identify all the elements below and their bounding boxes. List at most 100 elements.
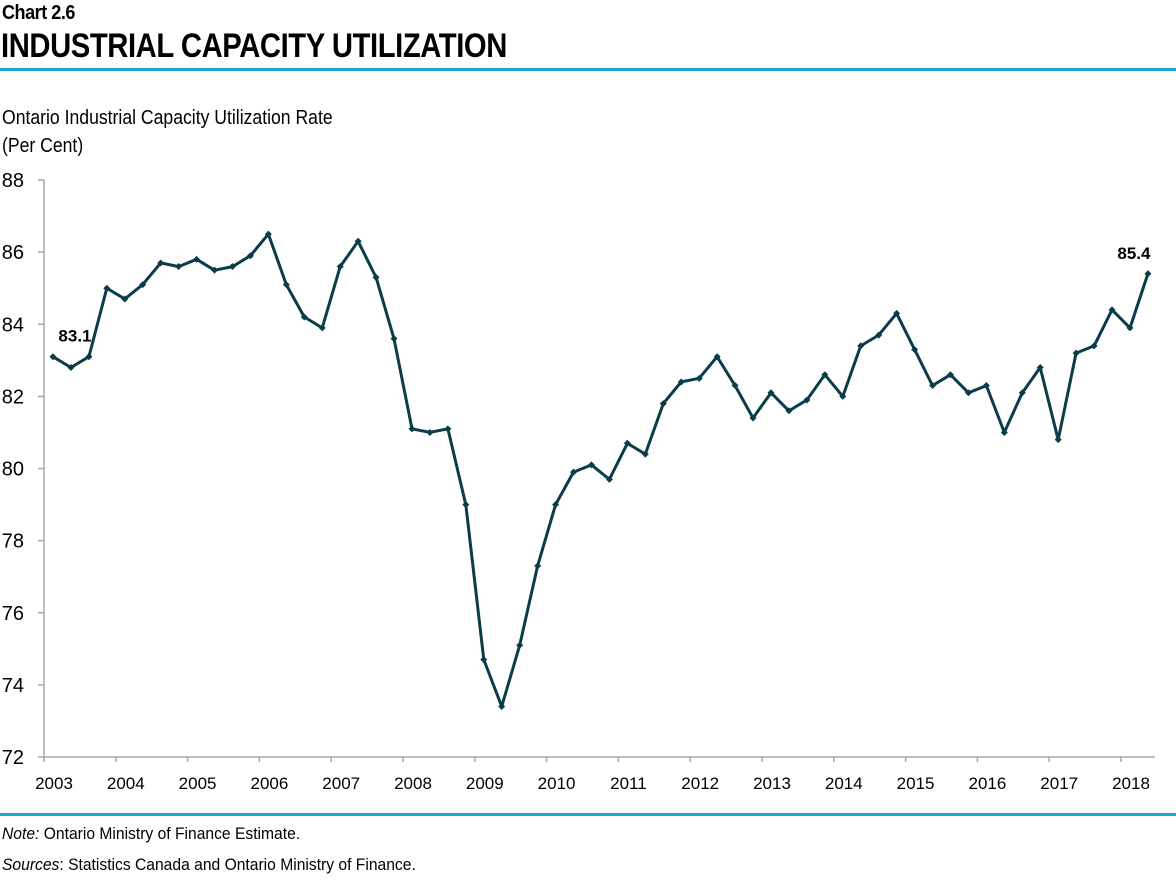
x-tick-label: 2010 — [538, 774, 576, 793]
title-rule — [0, 68, 1176, 71]
y-tick-label: 78 — [2, 531, 24, 553]
note-label: Note: — [2, 824, 40, 843]
x-tick-label: 2005 — [179, 774, 217, 793]
data-point — [211, 266, 219, 274]
data-point — [372, 273, 380, 281]
x-tick-label: 2014 — [825, 774, 863, 793]
data-point — [677, 378, 685, 386]
x-tick-label: 2011 — [610, 774, 647, 793]
data-point — [1000, 428, 1008, 436]
data-label: 85.4 — [1117, 244, 1151, 263]
x-tick-label: 2008 — [394, 774, 432, 793]
data-point — [1126, 324, 1134, 332]
data-point — [893, 309, 901, 317]
data-point — [300, 313, 308, 321]
data-point — [767, 389, 775, 397]
y-tick-label: 82 — [2, 386, 24, 408]
data-point — [929, 382, 937, 390]
data-point — [193, 255, 201, 263]
note: Note: Ontario Ministry of Finance Estima… — [2, 824, 300, 844]
data-point — [228, 263, 236, 271]
data-point — [839, 392, 847, 400]
data-point — [731, 382, 739, 390]
data-point — [121, 295, 129, 303]
x-tick-label: 2004 — [107, 774, 145, 793]
note-text: Ontario Ministry of Finance Estimate. — [39, 824, 301, 843]
data-point — [444, 425, 452, 433]
data-point — [1108, 306, 1116, 314]
data-point — [282, 281, 290, 289]
footer-rule — [0, 813, 1176, 816]
y-axis-title: Ontario Industrial Capacity Utilization … — [2, 104, 333, 160]
x-tick-label: 2009 — [466, 774, 504, 793]
data-point — [946, 371, 954, 379]
x-tick-label: 2017 — [1040, 774, 1078, 793]
chart-number: Chart 2.6 — [2, 2, 75, 24]
data-point — [982, 382, 990, 390]
data-point — [1036, 364, 1044, 372]
data-point — [246, 252, 254, 260]
data-point — [49, 353, 57, 361]
series-line — [52, 232, 1150, 708]
data-point — [587, 461, 595, 469]
x-tick-label: 2013 — [753, 774, 791, 793]
data-point — [157, 259, 165, 267]
y-tick-label: 88 — [2, 170, 24, 192]
data-point — [462, 501, 470, 509]
x-tick-label: 2003 — [35, 774, 73, 793]
data-point — [67, 364, 75, 372]
data-point — [85, 353, 93, 361]
data-point — [659, 400, 667, 408]
y-axis-label: Ontario Industrial Capacity Utilization … — [2, 107, 333, 129]
data-point — [785, 407, 793, 415]
chart-title: INDUSTRIAL CAPACITY UTILIZATION — [1, 27, 507, 65]
data-point — [354, 237, 362, 245]
data-point — [623, 439, 631, 447]
data-point — [516, 641, 524, 649]
data-point — [139, 281, 147, 289]
y-tick-label: 72 — [2, 747, 24, 769]
data-point — [1072, 349, 1080, 357]
data-point — [713, 353, 721, 361]
data-point — [480, 656, 488, 664]
data-label: 83.1 — [58, 327, 91, 346]
data-point — [390, 335, 398, 343]
y-tick-label: 80 — [2, 459, 24, 481]
data-point — [641, 450, 649, 458]
data-point — [695, 374, 703, 382]
x-tick-label: 2007 — [322, 774, 360, 793]
data-point — [1144, 270, 1152, 278]
data-point — [318, 324, 326, 332]
data-point — [857, 342, 865, 350]
data-point — [1018, 389, 1026, 397]
data-point — [426, 428, 434, 436]
y-tick-label: 76 — [2, 603, 24, 625]
data-point — [964, 389, 972, 397]
data-point — [552, 501, 560, 509]
data-point — [911, 345, 919, 353]
x-tick-label: 2006 — [250, 774, 288, 793]
data-point — [749, 414, 757, 422]
x-tick-label: 2012 — [681, 774, 719, 793]
y-tick-label: 74 — [2, 675, 24, 697]
data-point — [875, 331, 883, 339]
data-point — [821, 371, 829, 379]
data-point — [264, 230, 272, 238]
data-point — [408, 425, 416, 433]
data-point — [570, 468, 578, 476]
sources-label: Sources — [2, 855, 60, 874]
data-point — [1090, 342, 1098, 350]
x-tick-label: 2018 — [1112, 774, 1150, 793]
y-tick-label: 86 — [2, 242, 24, 264]
x-tick-label: 2016 — [968, 774, 1006, 793]
y-tick-label: 84 — [2, 314, 24, 336]
data-point — [175, 263, 183, 271]
data-point — [103, 284, 111, 292]
y-axis-unit: (Per Cent) — [2, 135, 84, 157]
data-point — [605, 475, 613, 483]
data-point — [1054, 436, 1062, 444]
data-point — [336, 263, 344, 271]
data-point — [498, 703, 506, 711]
sources: Sources: Statistics Canada and Ontario M… — [2, 855, 416, 875]
